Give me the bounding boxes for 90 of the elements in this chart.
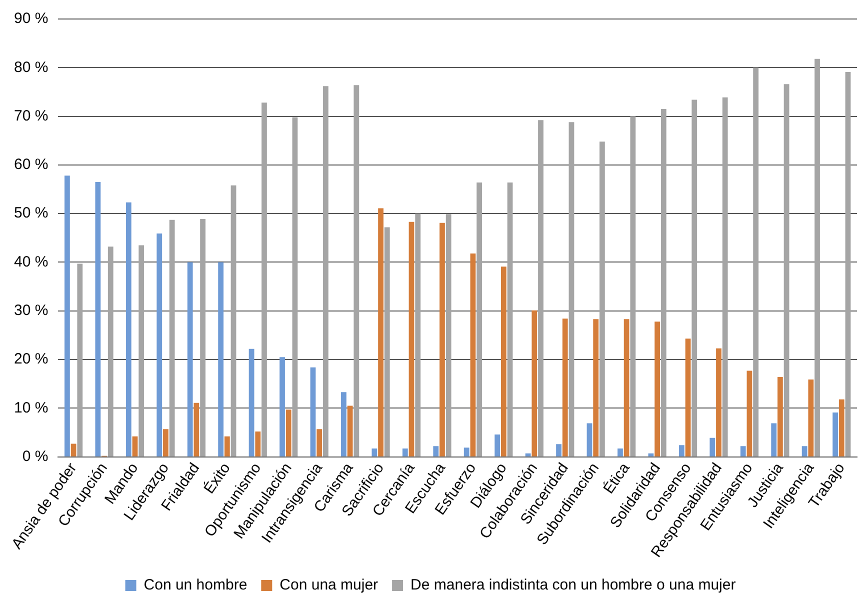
bar	[556, 444, 562, 456]
bar	[402, 448, 408, 456]
bar	[494, 434, 500, 456]
bar	[126, 202, 132, 456]
y-tick-label: 80 %	[14, 58, 48, 76]
bar	[433, 446, 439, 456]
bar	[316, 429, 322, 456]
bar	[464, 448, 470, 456]
bar	[771, 423, 777, 456]
bar	[255, 432, 261, 456]
bar	[722, 97, 728, 456]
bar	[138, 245, 144, 456]
bar	[660, 108, 666, 456]
bar	[280, 357, 285, 456]
bar	[415, 214, 421, 456]
bar	[692, 100, 698, 456]
bar	[777, 377, 783, 456]
bar	[347, 406, 353, 456]
y-tick-label: 0 %	[22, 448, 48, 465]
bar	[200, 218, 206, 456]
bar	[832, 412, 838, 456]
bar	[568, 122, 574, 456]
bar	[341, 392, 346, 456]
bar	[108, 246, 114, 456]
bar	[814, 58, 820, 456]
bar	[440, 222, 445, 456]
bar	[169, 220, 175, 456]
y-tick-label: 30 %	[14, 302, 48, 320]
bar	[562, 318, 568, 456]
y-tick-label: 90 %	[14, 10, 48, 28]
bar	[77, 264, 83, 456]
bar	[648, 453, 654, 456]
bar	[156, 234, 162, 456]
y-tick-label: 60 %	[14, 156, 48, 174]
bar	[845, 72, 851, 456]
bar	[507, 182, 513, 456]
bar	[586, 423, 592, 456]
bar	[163, 429, 168, 456]
bar	[685, 338, 691, 456]
y-tick-label: 10 %	[14, 399, 48, 416]
bar	[194, 402, 200, 456]
bar	[808, 379, 814, 456]
bar	[322, 86, 328, 456]
bar	[224, 436, 230, 456]
bar	[446, 214, 452, 456]
legend-label: De manera indistinta con un hombre o una mujer	[410, 576, 736, 594]
bar	[802, 446, 808, 456]
bar	[354, 85, 360, 456]
bar	[784, 84, 790, 456]
bar	[187, 262, 193, 456]
bar	[630, 116, 636, 456]
bar	[230, 185, 236, 456]
bar	[476, 182, 482, 456]
bar	[838, 399, 844, 456]
bar	[532, 310, 538, 456]
bar	[600, 142, 605, 456]
bar	[654, 322, 660, 456]
bar	[593, 319, 599, 456]
bar	[310, 367, 316, 456]
bar	[262, 102, 267, 456]
bar	[716, 348, 722, 456]
bar	[70, 444, 76, 456]
legend-label: Con una mujer	[280, 576, 378, 594]
bar	[753, 68, 759, 456]
bar	[218, 262, 224, 456]
bar	[384, 227, 390, 456]
bar	[95, 182, 101, 456]
legend-label: Con un hombre	[144, 576, 248, 594]
bar	[292, 117, 298, 456]
y-tick-label: 20 %	[14, 350, 48, 368]
y-tick-label: 70 %	[14, 107, 48, 124]
bar	[500, 266, 506, 456]
y-tick-label: 50 %	[14, 204, 48, 222]
bar	[408, 222, 414, 456]
bar	[525, 453, 531, 456]
bar	[470, 253, 476, 456]
bar	[64, 176, 70, 456]
bar	[710, 438, 716, 456]
bar	[538, 120, 544, 456]
bar	[378, 208, 384, 456]
bar	[372, 448, 378, 456]
bar	[746, 370, 752, 456]
bar	[286, 410, 292, 456]
bar	[678, 445, 684, 456]
bar	[248, 348, 254, 456]
bar	[132, 436, 138, 456]
bar	[740, 446, 746, 456]
y-tick-label: 40 %	[14, 253, 48, 270]
bar	[624, 319, 630, 456]
bar	[618, 448, 623, 456]
